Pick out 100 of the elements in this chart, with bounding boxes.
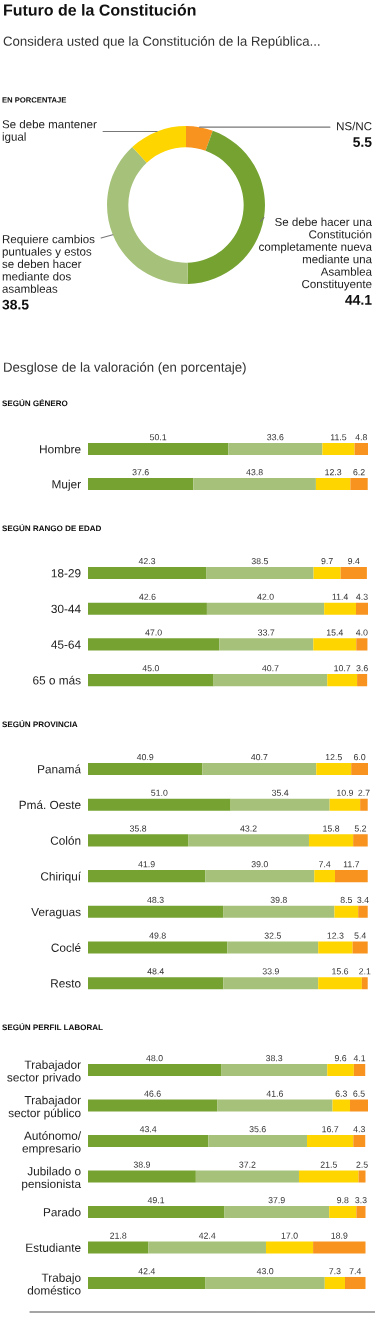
data-label: 5.2 [354, 825, 367, 832]
y-tick-label: 30-44 [51, 604, 81, 614]
bar [358, 905, 368, 918]
data-label: 7.4 [349, 1268, 362, 1275]
bar [88, 443, 229, 455]
y-tick-label: Chiriquí [40, 871, 82, 883]
bar [193, 478, 316, 490]
bar [88, 941, 228, 954]
y-tick-label: Coclé [51, 943, 81, 952]
data-label: 45.0 [142, 665, 159, 672]
data-label: 5.4 [354, 932, 366, 939]
bar [307, 1134, 354, 1148]
data-label: 15.4 [326, 629, 344, 636]
chart-subtitle: Desglose de la valoración (en porcentaje) [4, 362, 246, 375]
bar [88, 1063, 222, 1077]
bar [219, 638, 314, 651]
bar [223, 905, 335, 918]
bar [324, 1276, 345, 1290]
data-label: 6.2 [353, 469, 365, 476]
data-label: 43.8 [246, 469, 263, 476]
data-label: 43.2 [240, 825, 257, 832]
bar [313, 566, 341, 580]
data-label: 6.3 [335, 1090, 347, 1097]
data-label: 38.5 [2, 299, 29, 310]
data-label: 10.9 [337, 789, 354, 796]
data-label: 49.8 [149, 932, 166, 939]
chart-title: SEGÚN PERFIL LABORAL [2, 1022, 103, 1031]
data-label: 38.9 [133, 1161, 151, 1168]
y-tick-label: Colón [50, 835, 81, 845]
data-label: 9.8 [337, 1197, 349, 1204]
bar [327, 674, 358, 687]
donut-slice [132, 126, 186, 163]
data-label: 46.6 [144, 1090, 161, 1097]
bar [324, 602, 356, 615]
bar [88, 905, 224, 918]
bar [308, 834, 354, 847]
data-label: 35.4 [271, 789, 289, 796]
slice-label: Se debe mantener igual [2, 119, 97, 144]
data-label: 4.3 [353, 1126, 365, 1133]
data-label: 15.8 [323, 825, 340, 832]
chart-title: Futuro de la Constitución [4, 3, 196, 16]
bar [361, 977, 368, 990]
bar [206, 566, 314, 580]
chart-title: SEGÚN RANGO DE EDAD [2, 523, 102, 532]
bar [205, 1276, 325, 1290]
bar [88, 762, 203, 776]
bar [315, 478, 351, 490]
y-tick-label: 18-29 [51, 569, 81, 578]
data-label: 21.5 [320, 1161, 337, 1168]
bar [351, 762, 368, 776]
y-tick-label: 45-64 [51, 640, 81, 649]
bar [318, 941, 353, 954]
data-label: 9.6 [334, 1055, 347, 1062]
data-label: 43.4 [139, 1126, 157, 1133]
bar [224, 1205, 330, 1219]
bar [208, 1134, 308, 1148]
bar [356, 602, 368, 615]
bar [202, 762, 317, 776]
data-label: 2.7 [358, 789, 370, 796]
data-label: 47.0 [145, 629, 162, 636]
data-label: 42.0 [257, 593, 274, 600]
data-label: 10.7 [334, 665, 351, 672]
data-label: 15.6 [332, 968, 349, 975]
slice-label: Requiere cambios puntuales y estos se deben hacer mediante dos asambleas [2, 234, 95, 293]
y-tick-label: 65 o más [33, 675, 81, 685]
data-label: 17.0 [281, 1232, 298, 1239]
data-label: 42.4 [198, 1232, 216, 1239]
y-tick-label: Parado [43, 1207, 81, 1217]
bar [358, 1170, 366, 1183]
bar [360, 798, 368, 811]
bar [313, 1241, 366, 1254]
bar [88, 566, 207, 580]
data-label: 44.1 [345, 295, 372, 305]
data-label: 37.9 [268, 1197, 285, 1204]
data-label: 41.9 [138, 861, 155, 868]
data-label: 42.3 [138, 558, 156, 565]
data-label: 32.5 [264, 932, 281, 939]
bar [221, 1063, 328, 1077]
data-label: 12.5 [325, 754, 342, 761]
bar [316, 762, 352, 776]
y-tick-label: Trabajador sector privado [7, 1060, 81, 1084]
data-label: 40.7 [262, 665, 279, 672]
data-label: 40.7 [251, 754, 268, 761]
data-label: 50.1 [149, 434, 167, 441]
data-label: 38.5 [251, 558, 268, 565]
data-label: 33.7 [258, 629, 275, 636]
y-tick-label: Jubilado o pensionista [22, 1166, 82, 1191]
y-tick-label: Estudiante [26, 1243, 81, 1252]
data-label: 3.6 [356, 665, 368, 672]
bar [88, 638, 220, 651]
data-label: 16.7 [322, 1126, 339, 1133]
data-label: 35.6 [249, 1126, 266, 1133]
bar [205, 870, 315, 883]
y-tick-label: Mujer [52, 479, 81, 491]
y-tick-label: Trabajo doméstico [27, 1273, 81, 1295]
data-label: 37.6 [132, 469, 149, 476]
bar [357, 674, 368, 687]
bar [230, 798, 330, 811]
data-label: 9.4 [348, 558, 360, 565]
data-label: 35.8 [129, 825, 147, 832]
